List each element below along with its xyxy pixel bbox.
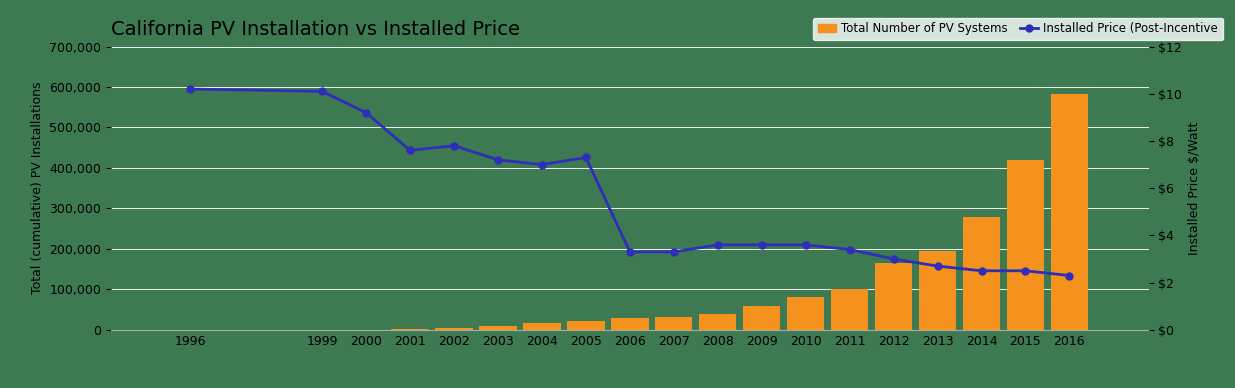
Bar xyxy=(1051,94,1088,330)
Text: California PV Installation vs Installed Price: California PV Installation vs Installed … xyxy=(111,21,520,40)
Y-axis label: Installed Price $/Watt: Installed Price $/Watt xyxy=(1188,121,1200,255)
Bar xyxy=(699,314,736,330)
Bar xyxy=(874,263,913,330)
Legend: Total Number of PV Systems, Installed Price (Post-Incentive: Total Number of PV Systems, Installed Pr… xyxy=(813,17,1223,40)
Bar xyxy=(524,323,561,330)
Bar xyxy=(1007,160,1044,330)
Bar xyxy=(831,289,868,330)
Bar xyxy=(436,328,473,330)
Bar xyxy=(391,329,429,330)
Y-axis label: Total (cumulative) PV Installations: Total (cumulative) PV Installations xyxy=(31,82,44,294)
Bar xyxy=(655,317,693,330)
Bar xyxy=(787,296,824,330)
Bar xyxy=(479,326,516,330)
Bar xyxy=(611,318,648,330)
Bar xyxy=(567,321,605,330)
Bar xyxy=(743,307,781,330)
Bar xyxy=(919,251,956,330)
Bar xyxy=(963,217,1000,330)
